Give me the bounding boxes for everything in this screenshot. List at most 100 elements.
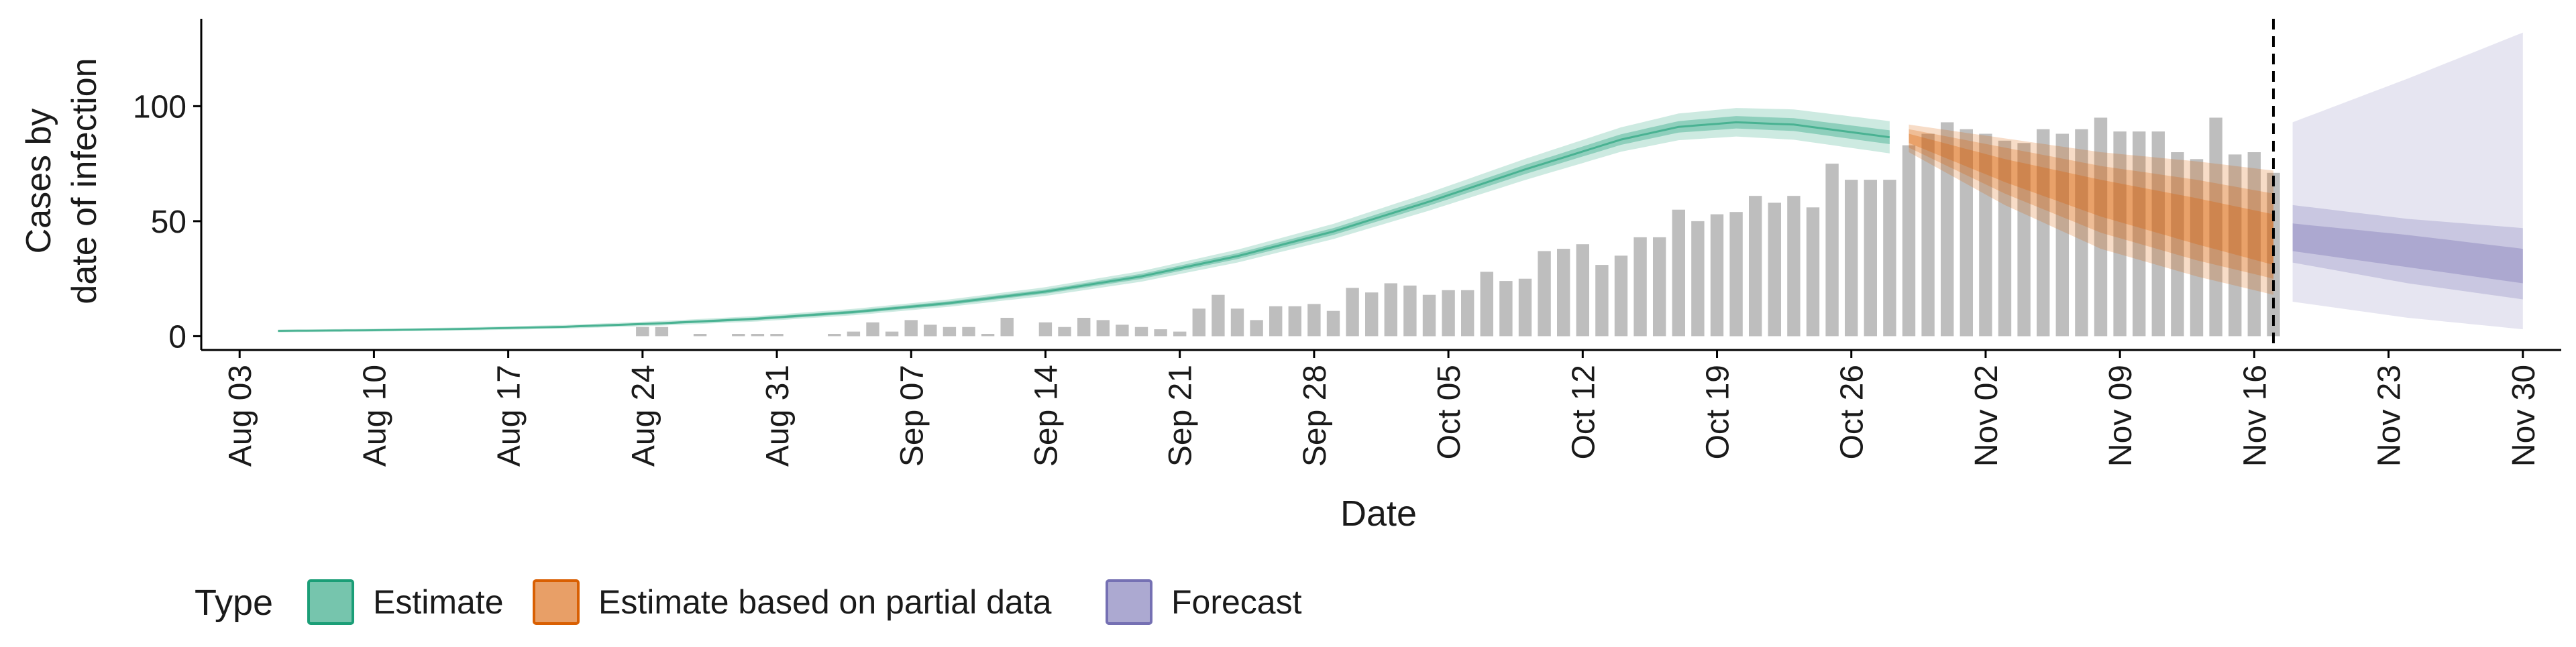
- bar: [1346, 288, 1359, 337]
- legend-label-forecast: Forecast: [1171, 583, 1302, 621]
- bar: [2113, 131, 2127, 337]
- bar: [1557, 249, 1570, 337]
- bar: [1595, 265, 1609, 337]
- x-tick-label: Aug 17: [492, 365, 527, 467]
- bar: [1173, 331, 1187, 337]
- y-axis-title-line1: Cases by: [19, 109, 58, 254]
- legend: Type Estimate Estimate based on partial …: [195, 579, 1302, 625]
- bar: [1384, 283, 1397, 337]
- x-tick-label: Nov 23: [2372, 365, 2408, 467]
- bar: [1921, 133, 1935, 337]
- x-tick-label: Oct 26: [1835, 365, 1870, 459]
- bar: [2017, 143, 2031, 337]
- x-tick-label: Sep 14: [1029, 365, 1065, 467]
- bar: [1096, 320, 1110, 337]
- bar: [1038, 322, 1053, 337]
- estimate-layer: [278, 108, 1890, 333]
- bar: [1077, 318, 1091, 337]
- legend-title: Type: [195, 583, 273, 623]
- x-tick-label: Aug 24: [626, 365, 661, 467]
- bar: [1883, 180, 1896, 337]
- bar: [943, 327, 957, 337]
- bar: [751, 334, 765, 337]
- bar: [1212, 294, 1225, 337]
- bar: [1499, 281, 1513, 337]
- forecast-inner-band: [2292, 223, 2523, 284]
- x-tick-label: Sep 07: [894, 365, 930, 467]
- bar: [1998, 140, 2012, 337]
- bar: [2037, 129, 2050, 337]
- bar: [1192, 308, 1205, 337]
- bar: [1250, 320, 1263, 337]
- legend-label-estimate: Estimate: [373, 583, 504, 621]
- bar: [1979, 133, 1992, 337]
- bar: [981, 334, 995, 337]
- bar: [828, 334, 841, 337]
- bar: [1576, 244, 1589, 337]
- x-tick-label: Aug 31: [760, 365, 796, 467]
- x-tick-label: Oct 19: [1701, 365, 1736, 459]
- x-axis-title: Date: [1340, 493, 1417, 534]
- partial-outer-band: [1909, 124, 2273, 295]
- estimate-inner-band: [278, 116, 1890, 332]
- bar: [2247, 152, 2261, 337]
- bar: [1806, 207, 1820, 337]
- estimate-outer-band: [278, 108, 1890, 333]
- bar: [1941, 122, 1954, 337]
- bar: [2171, 152, 2184, 337]
- bar: [904, 320, 918, 337]
- bar: [1749, 196, 1762, 337]
- bar: [962, 327, 975, 337]
- axes-layer: 0 50 100 Aug 03 Aug 10 Aug 17 Aug 24 Aug 31 Sep …: [133, 19, 2561, 467]
- legend-key-forecast: [1106, 579, 1152, 625]
- bar: [1480, 272, 1493, 337]
- y-tick-label: 100: [133, 89, 186, 125]
- bar: [1633, 237, 1647, 337]
- y-tick-label: 0: [168, 319, 186, 355]
- bar: [847, 331, 861, 337]
- bar: [1518, 278, 1532, 337]
- forecast-layer: [2292, 32, 2523, 330]
- bar: [2133, 131, 2146, 337]
- bar: [2229, 154, 2242, 337]
- estimate-median-line: [278, 121, 1890, 332]
- y-tick-label: 50: [151, 204, 186, 240]
- x-tick-label: Nov 09: [2103, 365, 2139, 467]
- bar: [1902, 145, 1916, 337]
- bar: [1825, 164, 1839, 337]
- bar: [1653, 237, 1666, 337]
- bar: [1269, 306, 1283, 337]
- x-tick-label: Aug 03: [223, 365, 258, 467]
- bar: [732, 334, 745, 337]
- bar: [1538, 251, 1551, 337]
- bar: [1845, 180, 1858, 337]
- x-tick-label: Oct 12: [1566, 365, 1601, 459]
- bar: [1365, 292, 1379, 337]
- bar: [2094, 117, 2108, 337]
- bar: [1672, 209, 1685, 337]
- bar: [1230, 308, 1244, 337]
- bar: [1442, 290, 1455, 337]
- bar: [1422, 294, 1436, 337]
- x-tick-label: Aug 10: [357, 365, 392, 467]
- forecast-outer-band: [2292, 32, 2523, 330]
- bar: [1288, 306, 1301, 337]
- bar: [2209, 117, 2222, 337]
- bar: [1710, 214, 1724, 337]
- bar: [1403, 285, 1417, 337]
- bar: [770, 334, 784, 337]
- bar: [2075, 129, 2088, 337]
- bar: [1768, 202, 1781, 337]
- bar: [1729, 212, 1743, 337]
- bar: [1058, 327, 1071, 337]
- legend-key-estimate: [307, 579, 354, 625]
- legend-label-partial: Estimate based on partial data: [598, 583, 1052, 621]
- x-tick-label: Nov 16: [2237, 365, 2273, 467]
- bar: [1691, 221, 1705, 337]
- bar: [1000, 318, 1014, 337]
- bar: [2190, 159, 2204, 337]
- y-axis-title-line2: date of infection: [65, 58, 104, 304]
- bars-layer: [636, 117, 2280, 337]
- bar: [2151, 131, 2165, 337]
